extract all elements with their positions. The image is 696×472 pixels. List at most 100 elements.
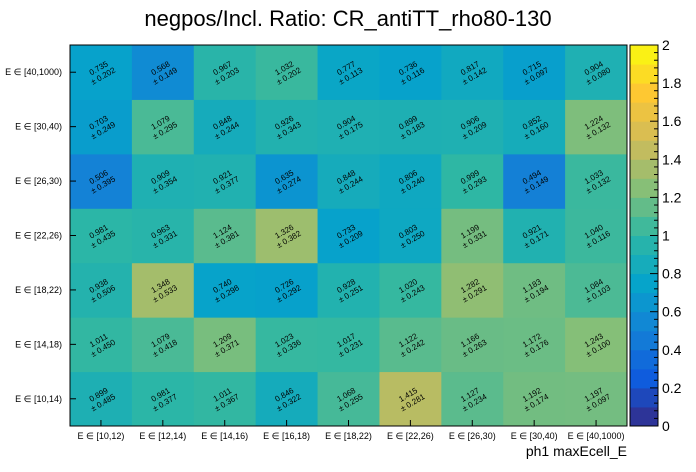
heatmap-cell xyxy=(131,208,195,264)
heatmap-cell xyxy=(441,262,504,318)
heatmap-cell xyxy=(255,371,319,427)
heatmap-cell xyxy=(193,99,257,155)
x-tick-label: E ∈ [14,16) xyxy=(201,431,248,441)
heatmap-cell xyxy=(565,371,628,427)
x-tick-label: E ∈ [30,40) xyxy=(511,431,558,441)
y-tick-label: E ∈ [10,14) xyxy=(15,394,62,404)
heatmap-cell xyxy=(255,317,319,373)
heatmap-cell xyxy=(70,208,133,264)
colorbar-segment xyxy=(630,64,658,84)
x-tick-label: E ∈ [22,26) xyxy=(387,431,434,441)
heatmap-cell xyxy=(70,371,133,427)
y-tick-label: E ∈ [40,1000) xyxy=(5,67,62,77)
x-axis-title: ph1 maxEcell_E xyxy=(526,443,627,459)
colorbar-tick-label: 0.8 xyxy=(662,266,682,282)
heatmap-cell xyxy=(70,45,133,100)
heatmap-cell xyxy=(317,262,380,318)
colorbar-tick-label: 0 xyxy=(662,418,670,434)
heatmap-cell xyxy=(317,208,380,264)
y-tick-label: E ∈ [14,18) xyxy=(15,339,62,349)
y-tick-label: E ∈ [22,26) xyxy=(15,231,62,241)
colorbar-segment xyxy=(630,368,658,389)
heatmap-cell xyxy=(70,262,133,318)
x-tick-label: E ∈ [16,18) xyxy=(263,431,310,441)
heatmap-cell xyxy=(503,45,566,100)
heatmap-cell xyxy=(317,153,380,209)
colorbar-tick-label: 2 xyxy=(662,37,670,53)
heatmap-cell xyxy=(70,317,133,373)
heatmap-cell xyxy=(131,317,195,373)
x-tick-label: E ∈ [40,1000) xyxy=(568,431,625,441)
heatmap-cell xyxy=(70,153,133,209)
colorbar-segment xyxy=(630,292,658,313)
colorbar-segment xyxy=(630,216,658,236)
heatmap-cell xyxy=(565,317,628,373)
colorbar-segment xyxy=(630,254,658,275)
heatmap-cell xyxy=(131,262,195,318)
heatmap-cell xyxy=(317,45,380,100)
heatmap-cell xyxy=(565,99,628,155)
heatmap-cell xyxy=(193,317,257,373)
heatmap-cell xyxy=(255,99,319,155)
x-axis: E ∈ [10,12) E ∈ [12,14) E ∈ [14,16) E ∈ [16… xyxy=(78,420,625,441)
heatmap-cell xyxy=(379,371,442,427)
x-tick-label: E ∈ [12,14) xyxy=(139,431,186,441)
heatmap-cell xyxy=(131,99,195,155)
colorbar-tick-label: 1.4 xyxy=(662,151,682,167)
heatmap-cell xyxy=(131,153,195,209)
colorbar-tick-label: 1.8 xyxy=(662,75,682,91)
heatmap-cell xyxy=(565,262,628,318)
heatmap-cell xyxy=(193,262,257,318)
x-tick-label: E ∈ [10,12) xyxy=(78,431,125,441)
heatmap-cell xyxy=(503,99,566,155)
heatmap-cell xyxy=(379,153,442,209)
colorbar-tick-label: 0.2 xyxy=(662,380,682,396)
heatmap-cell xyxy=(193,208,257,264)
heatmap-cell xyxy=(317,371,380,427)
colorbar-segment xyxy=(630,102,658,122)
heatmap-cell xyxy=(193,153,257,209)
colorbar-segment xyxy=(630,178,658,198)
colorbar-segment xyxy=(630,121,658,141)
colorbar-segment xyxy=(630,349,658,370)
heatmap-cell xyxy=(441,153,504,209)
heatmap-cell xyxy=(255,45,319,100)
heatmap-cell xyxy=(565,45,628,100)
colorbar-segment xyxy=(630,330,658,351)
heatmap-cell xyxy=(317,317,380,373)
heatmap-cell xyxy=(255,208,319,264)
colorbar-segment xyxy=(630,387,658,408)
heatmap-cell xyxy=(255,262,319,318)
heatmap-cell xyxy=(441,208,504,264)
heatmap-cell xyxy=(503,262,566,318)
heatmap-cell xyxy=(193,371,257,427)
heatmap-cell xyxy=(441,45,504,100)
y-axis: E ∈ [10,14) E ∈ [14,18) E ∈ [18,22) E ∈ [22… xyxy=(5,67,76,404)
colorbar-segment xyxy=(630,273,658,294)
colorbar-tick-label: 1 xyxy=(662,228,670,244)
colorbar-segment xyxy=(630,45,658,65)
heatmap-cell xyxy=(193,45,257,100)
x-tick-label: E ∈ [26,30) xyxy=(449,431,496,441)
chart-title: negpos/Incl. Ratio: CR_antiTT_rho80-130 xyxy=(144,6,551,31)
heatmap-cell xyxy=(503,317,566,373)
heatmap-cell xyxy=(255,153,319,209)
heatmap-cell xyxy=(379,208,442,264)
heatmap-cell xyxy=(131,45,195,100)
heatmap-cell xyxy=(317,99,380,155)
y-tick-label: E ∈ [26,30) xyxy=(15,176,62,186)
colorbar-segment xyxy=(630,140,658,160)
colorbar-segment xyxy=(630,197,658,217)
colorbar: 0 0.2 0.4 0.6 0.8 1 1.2 1.4 1.6 1.8 2 xyxy=(629,37,682,434)
heatmap-cell xyxy=(379,317,442,373)
heatmap-cell xyxy=(131,371,195,427)
colorbar-segment xyxy=(630,311,658,332)
heatmap-cell xyxy=(503,371,566,427)
colorbar-tick-label: 1.2 xyxy=(662,189,682,205)
colorbar-tick-label: 0.6 xyxy=(662,304,682,320)
heatmap-cell xyxy=(565,208,628,264)
heatmap-cell xyxy=(503,208,566,264)
colorbar-tick-label: 1.6 xyxy=(662,113,682,129)
heatmap-cell xyxy=(565,153,628,209)
heatmap-cell xyxy=(441,317,504,373)
